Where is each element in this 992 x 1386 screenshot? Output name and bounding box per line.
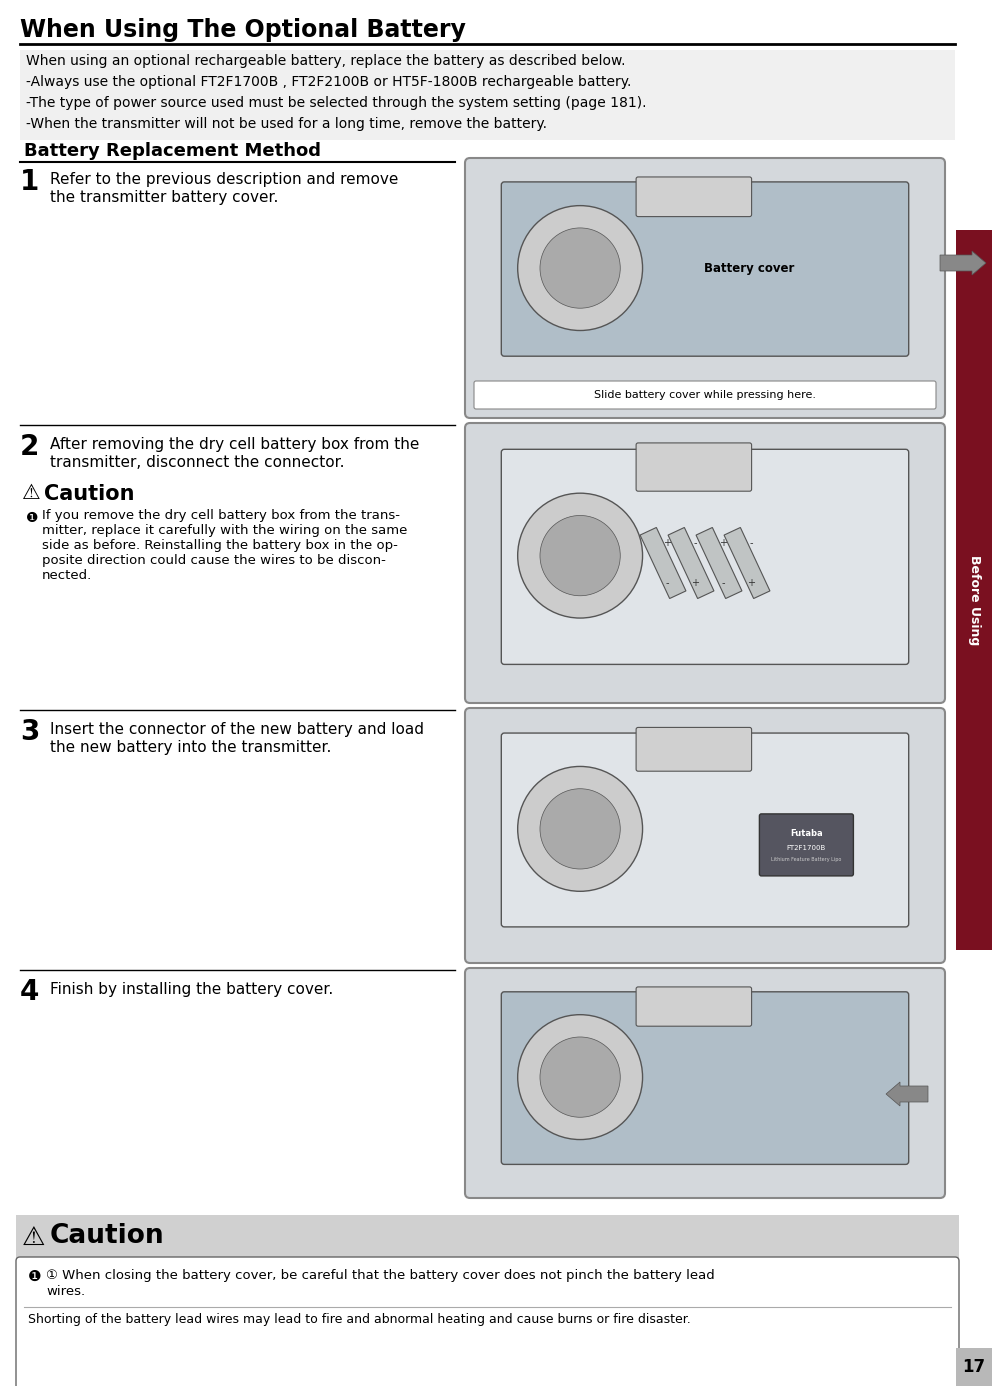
FancyBboxPatch shape — [474, 381, 936, 409]
FancyBboxPatch shape — [465, 967, 945, 1198]
Text: If you remove the dry cell battery box from the trans-: If you remove the dry cell battery box f… — [42, 509, 400, 523]
Circle shape — [518, 205, 643, 330]
FancyBboxPatch shape — [636, 728, 752, 771]
Text: -The type of power source used must be selected through the system setting (page: -The type of power source used must be s… — [26, 96, 647, 109]
FancyBboxPatch shape — [501, 733, 909, 927]
FancyBboxPatch shape — [465, 158, 945, 419]
Text: Insert the connector of the new battery and load: Insert the connector of the new battery … — [50, 722, 424, 737]
Text: Slide battery cover while pressing here.: Slide battery cover while pressing here. — [594, 389, 816, 401]
Text: -: - — [721, 578, 725, 588]
Text: +: + — [691, 578, 699, 588]
Text: -: - — [666, 578, 669, 588]
Text: ❶: ❶ — [28, 1270, 42, 1283]
Text: the new battery into the transmitter.: the new battery into the transmitter. — [50, 740, 331, 755]
Text: transmitter, disconnect the connector.: transmitter, disconnect the connector. — [50, 455, 344, 470]
Text: FT2F1700B: FT2F1700B — [787, 845, 826, 851]
Text: 2: 2 — [20, 432, 40, 462]
FancyBboxPatch shape — [501, 182, 909, 356]
Polygon shape — [640, 528, 685, 599]
Text: -Always use the optional FT2F1700B , FT2F2100B or HT5F-1800B rechargeable batter: -Always use the optional FT2F1700B , FT2… — [26, 75, 631, 89]
FancyArrow shape — [940, 251, 986, 274]
Text: After removing the dry cell battery box from the: After removing the dry cell battery box … — [50, 437, 420, 452]
Polygon shape — [724, 528, 770, 599]
Text: ⚠: ⚠ — [22, 1225, 46, 1252]
FancyBboxPatch shape — [16, 1257, 959, 1386]
Text: posite direction could cause the wires to be discon-: posite direction could cause the wires t… — [42, 554, 386, 567]
FancyBboxPatch shape — [760, 814, 853, 876]
Bar — [20, 50, 955, 140]
FancyBboxPatch shape — [636, 177, 752, 216]
Text: Refer to the previous description and remove: Refer to the previous description and re… — [50, 172, 399, 187]
Text: Battery cover: Battery cover — [704, 262, 795, 274]
Circle shape — [540, 516, 620, 596]
Text: ❶: ❶ — [26, 511, 39, 525]
Bar — [16, 1216, 959, 1386]
FancyArrow shape — [886, 1082, 928, 1106]
Text: ① When closing the battery cover, be careful that the battery cover does not pin: ① When closing the battery cover, be car… — [46, 1270, 715, 1282]
Circle shape — [540, 1037, 620, 1117]
Bar — [956, 230, 992, 949]
Text: ⚠: ⚠ — [22, 482, 41, 503]
Text: +: + — [747, 578, 755, 588]
FancyBboxPatch shape — [636, 987, 752, 1026]
FancyBboxPatch shape — [465, 423, 945, 703]
Circle shape — [518, 493, 643, 618]
Text: 3: 3 — [20, 718, 40, 746]
Text: -: - — [693, 538, 696, 547]
FancyBboxPatch shape — [636, 444, 752, 491]
FancyBboxPatch shape — [501, 449, 909, 664]
Text: +: + — [663, 538, 671, 547]
Text: side as before. Reinstalling the battery box in the op-: side as before. Reinstalling the battery… — [42, 539, 398, 552]
Text: Finish by installing the battery cover.: Finish by installing the battery cover. — [50, 983, 333, 997]
Text: -: - — [749, 538, 753, 547]
Circle shape — [540, 789, 620, 869]
Polygon shape — [668, 528, 714, 599]
Text: Battery Replacement Method: Battery Replacement Method — [24, 141, 321, 159]
Circle shape — [540, 227, 620, 308]
Text: Caution: Caution — [44, 484, 135, 505]
Text: -When the transmitter will not be used for a long time, remove the battery.: -When the transmitter will not be used f… — [26, 116, 547, 132]
Circle shape — [518, 1015, 643, 1139]
Polygon shape — [696, 528, 742, 599]
Text: Shorting of the battery lead wires may lead to fire and abnormal heating and cau: Shorting of the battery lead wires may l… — [28, 1313, 690, 1326]
Text: Lithium Feature Battery Lipo: Lithium Feature Battery Lipo — [771, 857, 841, 862]
Text: mitter, replace it carefully with the wiring on the same: mitter, replace it carefully with the wi… — [42, 524, 408, 536]
Text: 4: 4 — [20, 979, 40, 1006]
Text: +: + — [719, 538, 727, 547]
Text: Futaba: Futaba — [790, 829, 822, 837]
Bar — [956, 1349, 992, 1386]
Text: wires.: wires. — [46, 1285, 85, 1299]
Text: 1: 1 — [20, 168, 40, 195]
Text: nected.: nected. — [42, 570, 92, 582]
Circle shape — [518, 766, 643, 891]
Text: When Using The Optional Battery: When Using The Optional Battery — [20, 18, 466, 42]
Text: the transmitter battery cover.: the transmitter battery cover. — [50, 190, 279, 205]
Text: 17: 17 — [962, 1358, 986, 1376]
Text: When using an optional rechargeable battery, replace the battery as described be: When using an optional rechargeable batt… — [26, 54, 626, 68]
Text: Before Using: Before Using — [967, 554, 980, 644]
Text: Caution: Caution — [50, 1222, 165, 1249]
FancyBboxPatch shape — [465, 708, 945, 963]
FancyBboxPatch shape — [501, 992, 909, 1164]
